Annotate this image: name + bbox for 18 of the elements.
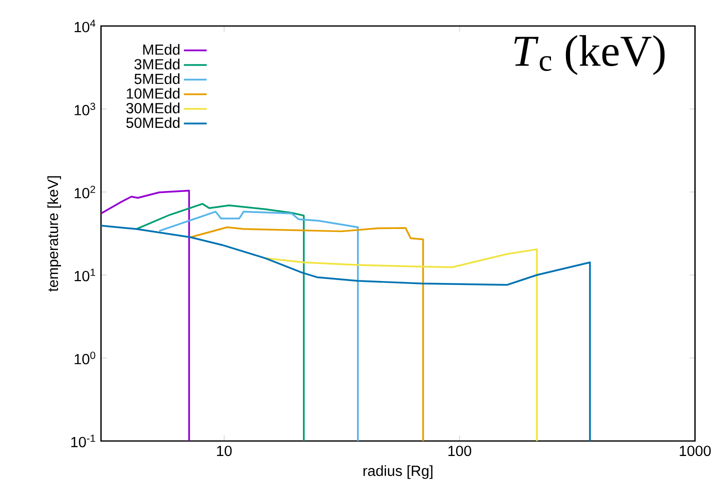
y-tick-label: 10$^{3}$ [74,102,96,116]
legend-label: 50MEdd [126,117,180,128]
y-tick-label: 10$^{4}$ [74,20,96,32]
legend-label: MEdd [143,44,180,55]
x-axis-title: radius [Rg] [364,465,432,479]
x-tick-label: 10 [217,446,232,456]
legend-label: 5MEdd [134,73,180,84]
y-tick-label: 10$^{1}$ [74,268,96,282]
x-tick-label: 100 [448,446,472,456]
y-tick-label: 10$^{2}$ [74,186,96,198]
x-tick-label: 1000 [680,446,711,456]
chart-title: T$_{c}$ (keV) [514,35,665,76]
legend-label: 10MEdd [126,88,180,99]
y-tick-label: 10$^{-1}$ [71,434,96,448]
y-tick-label: 10$^{0}$ [74,352,96,364]
legend-label: 3MEdd [134,58,180,70]
legend-label: 30MEdd [126,102,180,114]
y-axis-title: temperature [keV] [47,176,62,292]
